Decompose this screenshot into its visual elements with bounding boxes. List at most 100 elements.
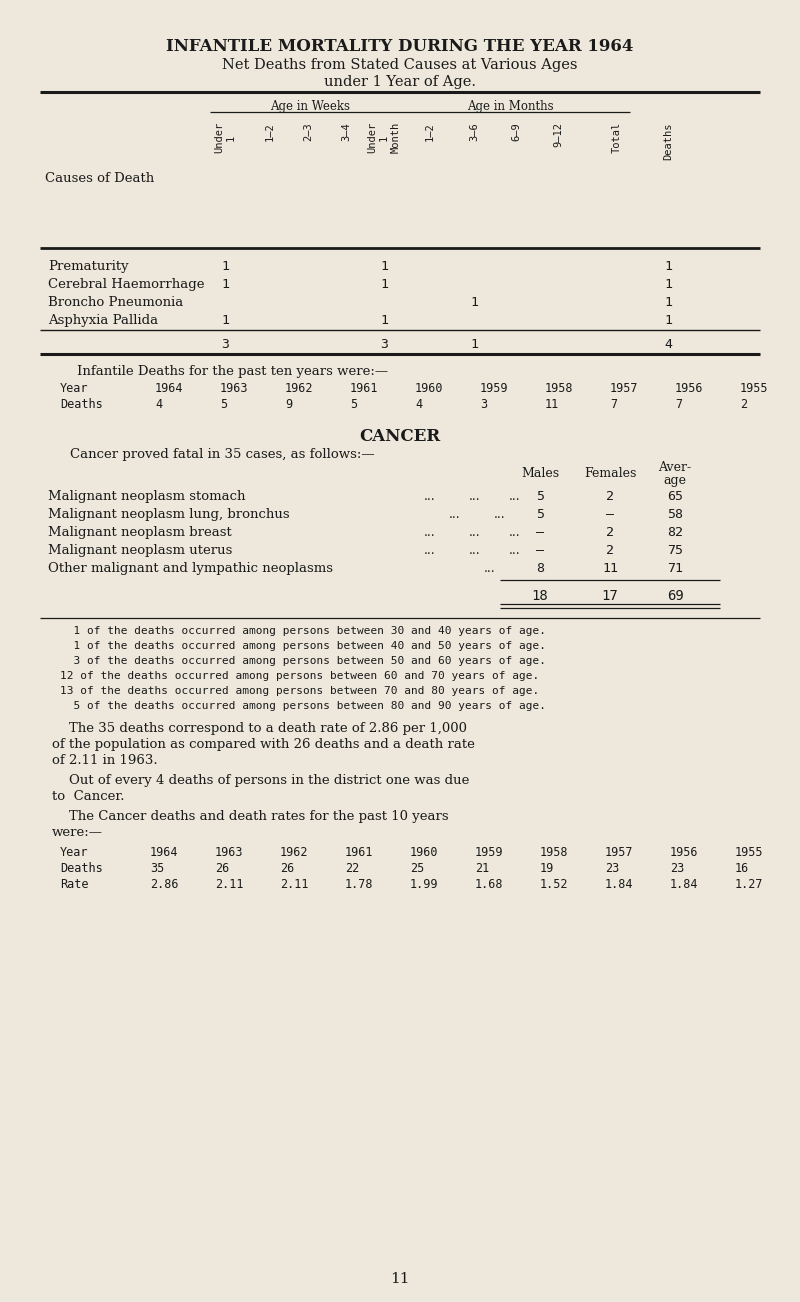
Text: Year: Year xyxy=(60,846,89,859)
Text: 1.99: 1.99 xyxy=(410,878,438,891)
Text: 1957: 1957 xyxy=(610,381,638,395)
Text: 1: 1 xyxy=(664,296,672,309)
Text: 21: 21 xyxy=(475,862,490,875)
Text: ...: ... xyxy=(484,562,496,575)
Text: 1956: 1956 xyxy=(675,381,703,395)
Text: age: age xyxy=(663,474,686,487)
Text: Net Deaths from Stated Causes at Various Ages: Net Deaths from Stated Causes at Various… xyxy=(222,59,578,72)
Text: ...: ... xyxy=(449,508,461,521)
Text: 1 of the deaths occurred among persons between 30 and 40 years of age.: 1 of the deaths occurred among persons b… xyxy=(60,626,546,635)
Text: 3 of the deaths occurred among persons between 50 and 60 years of age.: 3 of the deaths occurred among persons b… xyxy=(60,656,546,667)
Text: 1963: 1963 xyxy=(220,381,249,395)
Text: ...: ... xyxy=(424,544,436,557)
Text: ...: ... xyxy=(509,526,521,539)
Text: 1964: 1964 xyxy=(150,846,178,859)
Text: Total: Total xyxy=(612,122,622,154)
Text: 11: 11 xyxy=(602,562,618,575)
Text: 5: 5 xyxy=(536,508,544,521)
Text: 35: 35 xyxy=(150,862,164,875)
Text: 75: 75 xyxy=(667,544,683,557)
Text: 1961: 1961 xyxy=(350,381,378,395)
Text: 5 of the deaths occurred among persons between 80 and 90 years of age.: 5 of the deaths occurred among persons b… xyxy=(60,700,546,711)
Text: 1956: 1956 xyxy=(670,846,698,859)
Text: 1: 1 xyxy=(380,314,388,327)
Text: 1: 1 xyxy=(664,279,672,292)
Text: 6—9: 6—9 xyxy=(511,122,521,141)
Text: 1962: 1962 xyxy=(280,846,309,859)
Text: 9—12: 9—12 xyxy=(553,122,563,147)
Text: Prematurity: Prematurity xyxy=(48,260,129,273)
Text: 1962: 1962 xyxy=(285,381,314,395)
Text: Under
1: Under 1 xyxy=(214,122,236,154)
Text: Causes of Death: Causes of Death xyxy=(46,172,154,185)
Text: Other malignant and lympathic neoplasms: Other malignant and lympathic neoplasms xyxy=(48,562,333,575)
Text: 1: 1 xyxy=(470,339,478,352)
Text: 18: 18 xyxy=(532,589,548,603)
Text: 58: 58 xyxy=(667,508,683,521)
Text: ...: ... xyxy=(509,544,521,557)
Text: 1.27: 1.27 xyxy=(735,878,763,891)
Text: Year: Year xyxy=(60,381,89,395)
Text: ...: ... xyxy=(469,490,481,503)
Text: 1: 1 xyxy=(664,314,672,327)
Text: 1963: 1963 xyxy=(215,846,243,859)
Text: 1.52: 1.52 xyxy=(540,878,569,891)
Text: Broncho Pneumonia: Broncho Pneumonia xyxy=(48,296,183,309)
Text: INFANTILE MORTALITY DURING THE YEAR 1964: INFANTILE MORTALITY DURING THE YEAR 1964 xyxy=(166,38,634,55)
Text: 3—6: 3—6 xyxy=(469,122,479,141)
Text: 1964: 1964 xyxy=(155,381,183,395)
Text: 12 of the deaths occurred among persons between 60 and 70 years of age.: 12 of the deaths occurred among persons … xyxy=(60,671,539,681)
Text: ...: ... xyxy=(424,526,436,539)
Text: under 1 Year of Age.: under 1 Year of Age. xyxy=(324,76,476,89)
Text: of 2.11 in 1963.: of 2.11 in 1963. xyxy=(52,754,158,767)
Text: 1.68: 1.68 xyxy=(475,878,503,891)
Text: Infantile Deaths for the past ten years were:—: Infantile Deaths for the past ten years … xyxy=(60,365,388,378)
Text: 19: 19 xyxy=(540,862,554,875)
Text: ...: ... xyxy=(469,544,481,557)
Text: ...: ... xyxy=(424,490,436,503)
Text: Males: Males xyxy=(521,467,559,480)
Text: —: — xyxy=(606,508,614,521)
Text: 4: 4 xyxy=(155,398,162,411)
Text: 2: 2 xyxy=(606,526,614,539)
Text: were:—: were:— xyxy=(52,825,103,838)
Text: 1: 1 xyxy=(221,279,229,292)
Text: 2: 2 xyxy=(740,398,747,411)
Text: 1959: 1959 xyxy=(480,381,509,395)
Text: Cancer proved fatal in 35 cases, as follows:—: Cancer proved fatal in 35 cases, as foll… xyxy=(70,448,374,461)
Text: 82: 82 xyxy=(667,526,683,539)
Text: 1: 1 xyxy=(221,314,229,327)
Text: 1: 1 xyxy=(221,260,229,273)
Text: 25: 25 xyxy=(410,862,424,875)
Text: 26: 26 xyxy=(280,862,294,875)
Text: 1: 1 xyxy=(664,260,672,273)
Text: 1955: 1955 xyxy=(740,381,769,395)
Text: 5: 5 xyxy=(220,398,227,411)
Text: 1957: 1957 xyxy=(605,846,634,859)
Text: 26: 26 xyxy=(215,862,230,875)
Text: 65: 65 xyxy=(667,490,683,503)
Text: 1959: 1959 xyxy=(475,846,503,859)
Text: 5: 5 xyxy=(350,398,357,411)
Text: 1.84: 1.84 xyxy=(605,878,634,891)
Text: 7: 7 xyxy=(610,398,617,411)
Text: to  Cancer.: to Cancer. xyxy=(52,790,125,803)
Text: The 35 deaths correspond to a death rate of 2.86 per 1,000: The 35 deaths correspond to a death rate… xyxy=(52,723,467,736)
Text: 1958: 1958 xyxy=(545,381,574,395)
Text: 11: 11 xyxy=(390,1272,410,1286)
Text: 7: 7 xyxy=(675,398,682,411)
Text: 23: 23 xyxy=(605,862,619,875)
Text: 11: 11 xyxy=(545,398,559,411)
Text: —: — xyxy=(536,544,544,557)
Text: 13 of the deaths occurred among persons between 70 and 80 years of age.: 13 of the deaths occurred among persons … xyxy=(60,686,539,697)
Text: 3: 3 xyxy=(221,339,229,352)
Text: —: — xyxy=(536,526,544,539)
Text: Under
1
Month: Under 1 Month xyxy=(367,122,401,154)
Text: Asphyxia Pallida: Asphyxia Pallida xyxy=(48,314,158,327)
Text: 3—4: 3—4 xyxy=(341,122,351,141)
Text: 1958: 1958 xyxy=(540,846,569,859)
Text: Deaths: Deaths xyxy=(60,862,102,875)
Text: 2—3: 2—3 xyxy=(303,122,313,141)
Text: 2.11: 2.11 xyxy=(280,878,309,891)
Text: 71: 71 xyxy=(667,562,683,575)
